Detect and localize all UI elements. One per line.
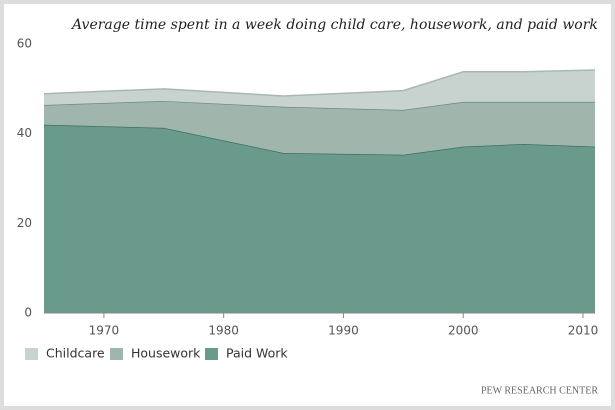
- source: PEW RESEARCH CENTER: [481, 385, 598, 396]
- x-tick-label: 2010: [568, 324, 599, 338]
- y-tick-label: 20: [17, 216, 32, 230]
- y-tick-label: 0: [24, 306, 32, 320]
- chart-title: Average time spent in a week doing child…: [70, 17, 598, 33]
- x-tick-label: 1970: [89, 324, 120, 338]
- legend-label: Housework: [131, 346, 201, 361]
- series-line: [43, 69, 596, 97]
- area: [44, 124, 595, 313]
- legend-swatch: [25, 348, 38, 360]
- area: [44, 70, 595, 110]
- legend-swatch: [205, 348, 218, 360]
- y-tick-label: 40: [17, 126, 32, 140]
- x-tick-label: 1990: [328, 324, 359, 338]
- y-tick-label: 60: [17, 37, 32, 51]
- area: [44, 100, 595, 155]
- x-tick-label: 1980: [208, 324, 239, 338]
- legend-label: Paid Work: [226, 346, 288, 361]
- legend-label: Childcare: [46, 346, 105, 361]
- x-tick-label: 2000: [448, 324, 479, 338]
- legend-swatch: [110, 348, 123, 360]
